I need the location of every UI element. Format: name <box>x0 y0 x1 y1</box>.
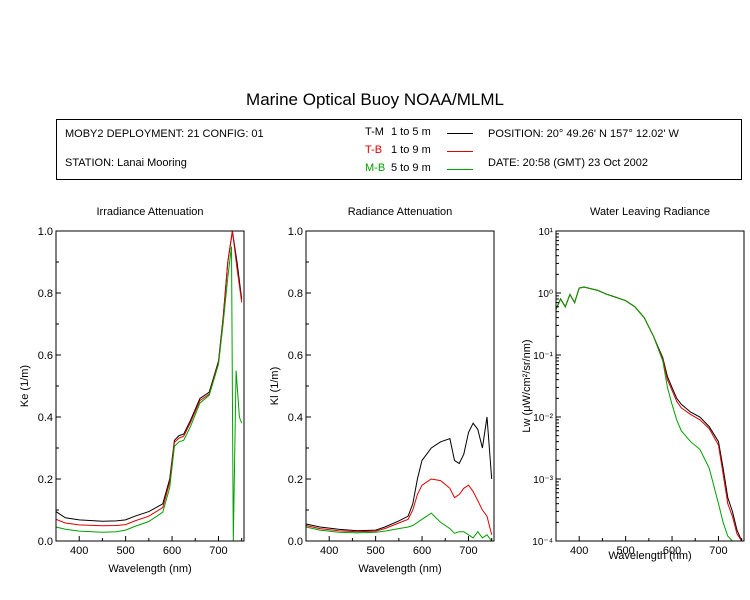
date-label: DATE: 20:58 (GMT) 23 Oct 2002 <box>488 157 648 169</box>
y-tick-label: 0.4 <box>288 412 303 424</box>
x-tick-label: 400 <box>70 545 88 557</box>
y-tick-label: 1.0 <box>38 226 53 238</box>
y-tick-label: 0.8 <box>38 288 53 300</box>
y-tick-label: 0.6 <box>288 350 303 362</box>
y-axis-label: Kl (1/m) <box>269 367 281 406</box>
page-title: Marine Optical Buoy NOAA/MLML <box>246 90 504 109</box>
y-axis-label: Ke (1/m) <box>19 365 31 407</box>
x-axis-label: Wavelength (nm) <box>108 563 191 575</box>
y-axis-label: Lw (μW/cm²/sr/nm) <box>521 339 533 432</box>
legend-range-m-b: 5 to 9 m <box>391 162 431 174</box>
y-tick-label: 0.8 <box>288 288 303 300</box>
x-tick-label: 700 <box>709 545 727 557</box>
y-tick-label: 0.2 <box>288 474 303 486</box>
series-line-t-m <box>305 416 493 532</box>
y-tick-label: 0.0 <box>288 536 303 548</box>
x-tick-label: 400 <box>320 545 338 557</box>
x-tick-label: 700 <box>459 545 477 557</box>
legend-code-m-b: M-B <box>365 162 386 174</box>
legend-line-t-m <box>447 133 473 134</box>
legend-range-t-b: 1 to 9 m <box>391 144 431 156</box>
x-tick-label: 500 <box>616 545 634 557</box>
panel-title: Radiance Attenuation <box>348 206 453 218</box>
series-line-t-b <box>55 230 243 527</box>
y-tick-label: 10⁻² <box>533 413 553 424</box>
series-line-m-b <box>55 246 243 542</box>
x-tick-label: 500 <box>366 545 384 557</box>
panel-title: Irradiance Attenuation <box>96 206 203 218</box>
x-tick-label: 700 <box>209 545 227 557</box>
plot-frame <box>305 230 495 542</box>
y-tick-label: 10¹ <box>539 227 554 238</box>
x-tick-label: 400 <box>570 545 588 557</box>
y-tick-label: 0.4 <box>38 412 53 424</box>
x-tick-label: 600 <box>413 545 431 557</box>
plot-frame <box>555 230 745 542</box>
series-line-t-m <box>55 230 243 522</box>
legend-line-m-b <box>447 169 473 170</box>
legend-range-t-m: 1 to 5 m <box>391 126 431 138</box>
series-line-m-b <box>305 512 493 542</box>
series-line-m-b <box>555 286 733 542</box>
panel-title: Water Leaving Radiance <box>590 206 710 218</box>
series-line-t-b <box>555 286 743 542</box>
y-tick-label: 10⁻¹ <box>533 351 553 362</box>
x-tick-label: 600 <box>663 545 681 557</box>
legend-code-t-m: T-M <box>365 126 384 138</box>
position-label: POSITION: 20° 49.26' N 157° 12.02' W <box>488 128 679 140</box>
x-axis-label: Wavelength (nm) <box>608 550 691 562</box>
x-axis-label: Wavelength (nm) <box>358 563 441 575</box>
legend-line-t-b <box>447 151 473 152</box>
y-tick-label: 0.0 <box>38 536 53 548</box>
legend-code-t-b: T-B <box>365 144 383 156</box>
y-tick-label: 10⁻⁴ <box>532 537 553 548</box>
plot-frame <box>55 230 245 542</box>
station-label: STATION: Lanai Mooring <box>65 157 187 169</box>
x-tick-label: 600 <box>163 545 181 557</box>
x-tick-label: 500 <box>116 545 134 557</box>
y-tick-label: 10⁻³ <box>533 475 553 486</box>
y-tick-label: 0.6 <box>38 350 53 362</box>
y-tick-label: 1.0 <box>288 226 303 238</box>
info-box: MOBY2 DEPLOYMENT: 21 CONFIG: 01 STATION:… <box>56 119 742 180</box>
series-line-t-b <box>305 478 493 535</box>
y-tick-label: 10⁰ <box>538 289 553 300</box>
y-tick-label: 0.2 <box>38 474 53 486</box>
deployment-label: MOBY2 DEPLOYMENT: 21 CONFIG: 01 <box>65 128 264 140</box>
series-line-t-m <box>555 286 743 542</box>
